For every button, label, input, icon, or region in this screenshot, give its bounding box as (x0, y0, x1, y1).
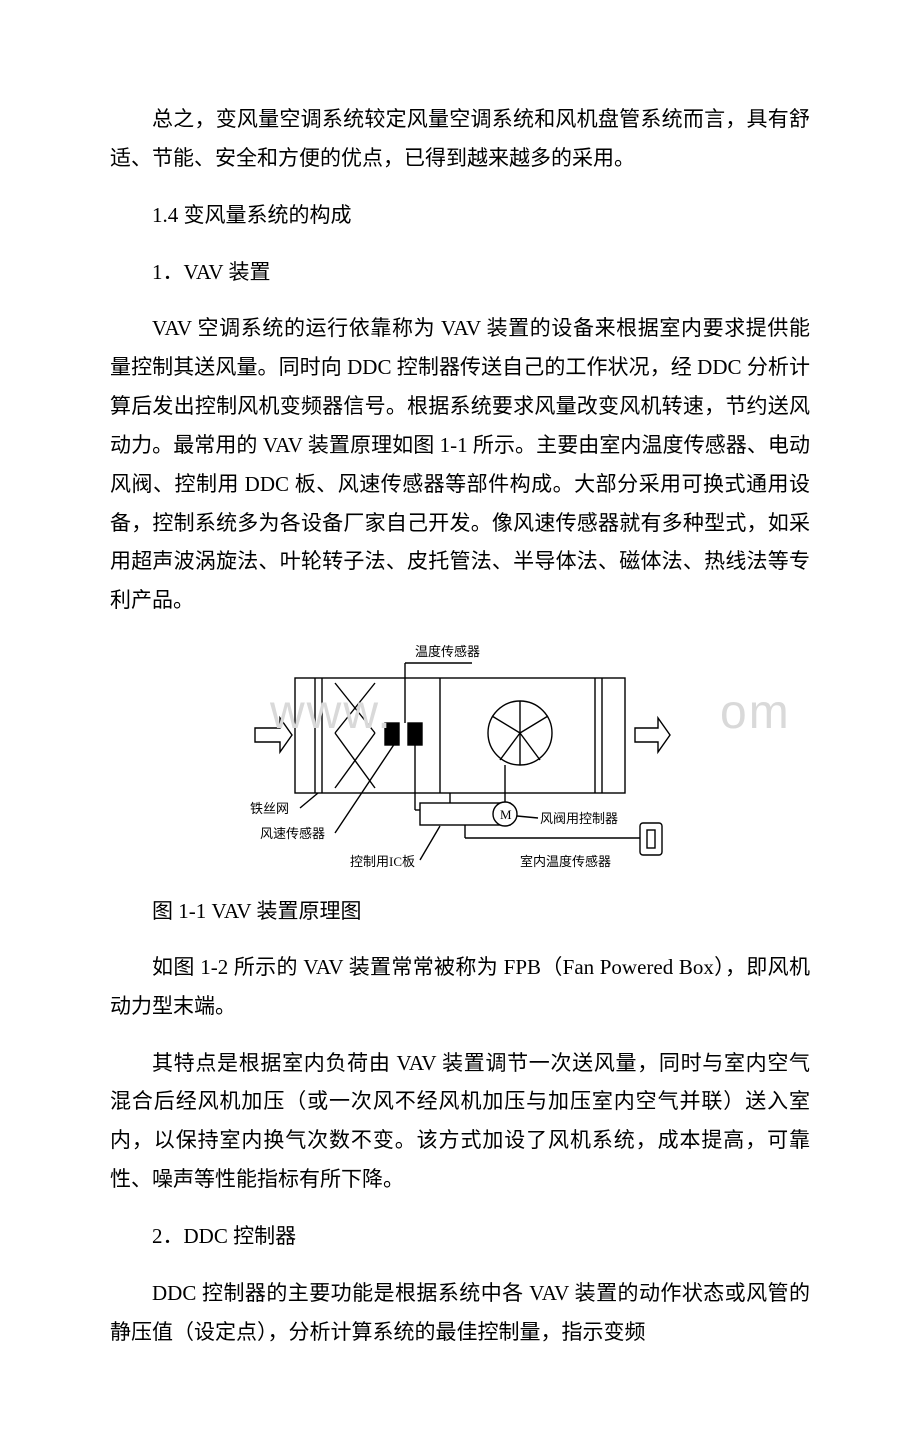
figure-caption: 图 1-1 VAV 装置原理图 (110, 894, 810, 930)
paragraph-ddc-desc: DDC 控制器的主要功能是根据系统中各 VAV 装置的动作状态或风管的静压值（设… (110, 1274, 810, 1352)
label-temp-sensor: 温度传感器 (415, 644, 480, 659)
label-mesh: 铁丝网 (250, 801, 289, 816)
label-ic-board: 控制用IC板 (350, 854, 415, 869)
heading-1-4: 1.4 变风量系统的构成 (110, 196, 810, 235)
label-speed-sensor: 风速传感器 (260, 826, 325, 841)
watermark-right: om (720, 685, 791, 740)
heading-ddc: 2．DDC 控制器 (110, 1217, 810, 1256)
document-page: 总之，变风量空调系统较定风量空调系统和风机盘管系统而言，具有舒适、节能、安全和方… (0, 0, 920, 1429)
figure-1-1: www. om 温度传感器 (110, 638, 810, 888)
vav-diagram-svg: 温度传感器 (240, 638, 680, 888)
heading-vav: 1．VAV 装置 (110, 253, 810, 292)
paragraph-intro: 总之，变风量空调系统较定风量空调系统和风机盘管系统而言，具有舒适、节能、安全和方… (110, 100, 810, 178)
paragraph-vav-desc: VAV 空调系统的运行依靠称为 VAV 装置的设备来根据室内要求提供能量控制其送… (110, 309, 810, 620)
label-room-temp: 室内温度传感器 (520, 854, 611, 869)
label-motor: M (500, 807, 512, 822)
label-damper-ctrl: 风阀用控制器 (540, 811, 618, 826)
paragraph-fpb-desc: 其特点是根据室内负荷由 VAV 装置调节一次送风量，同时与室内空气混合后经风机加… (110, 1044, 810, 1199)
paragraph-fpb: 如图 1-2 所示的 VAV 装置常常被称为 FPB（Fan Powered B… (110, 948, 810, 1026)
content-layer: 总之，变风量空调系统较定风量空调系统和风机盘管系统而言，具有舒适、节能、安全和方… (110, 100, 810, 1351)
